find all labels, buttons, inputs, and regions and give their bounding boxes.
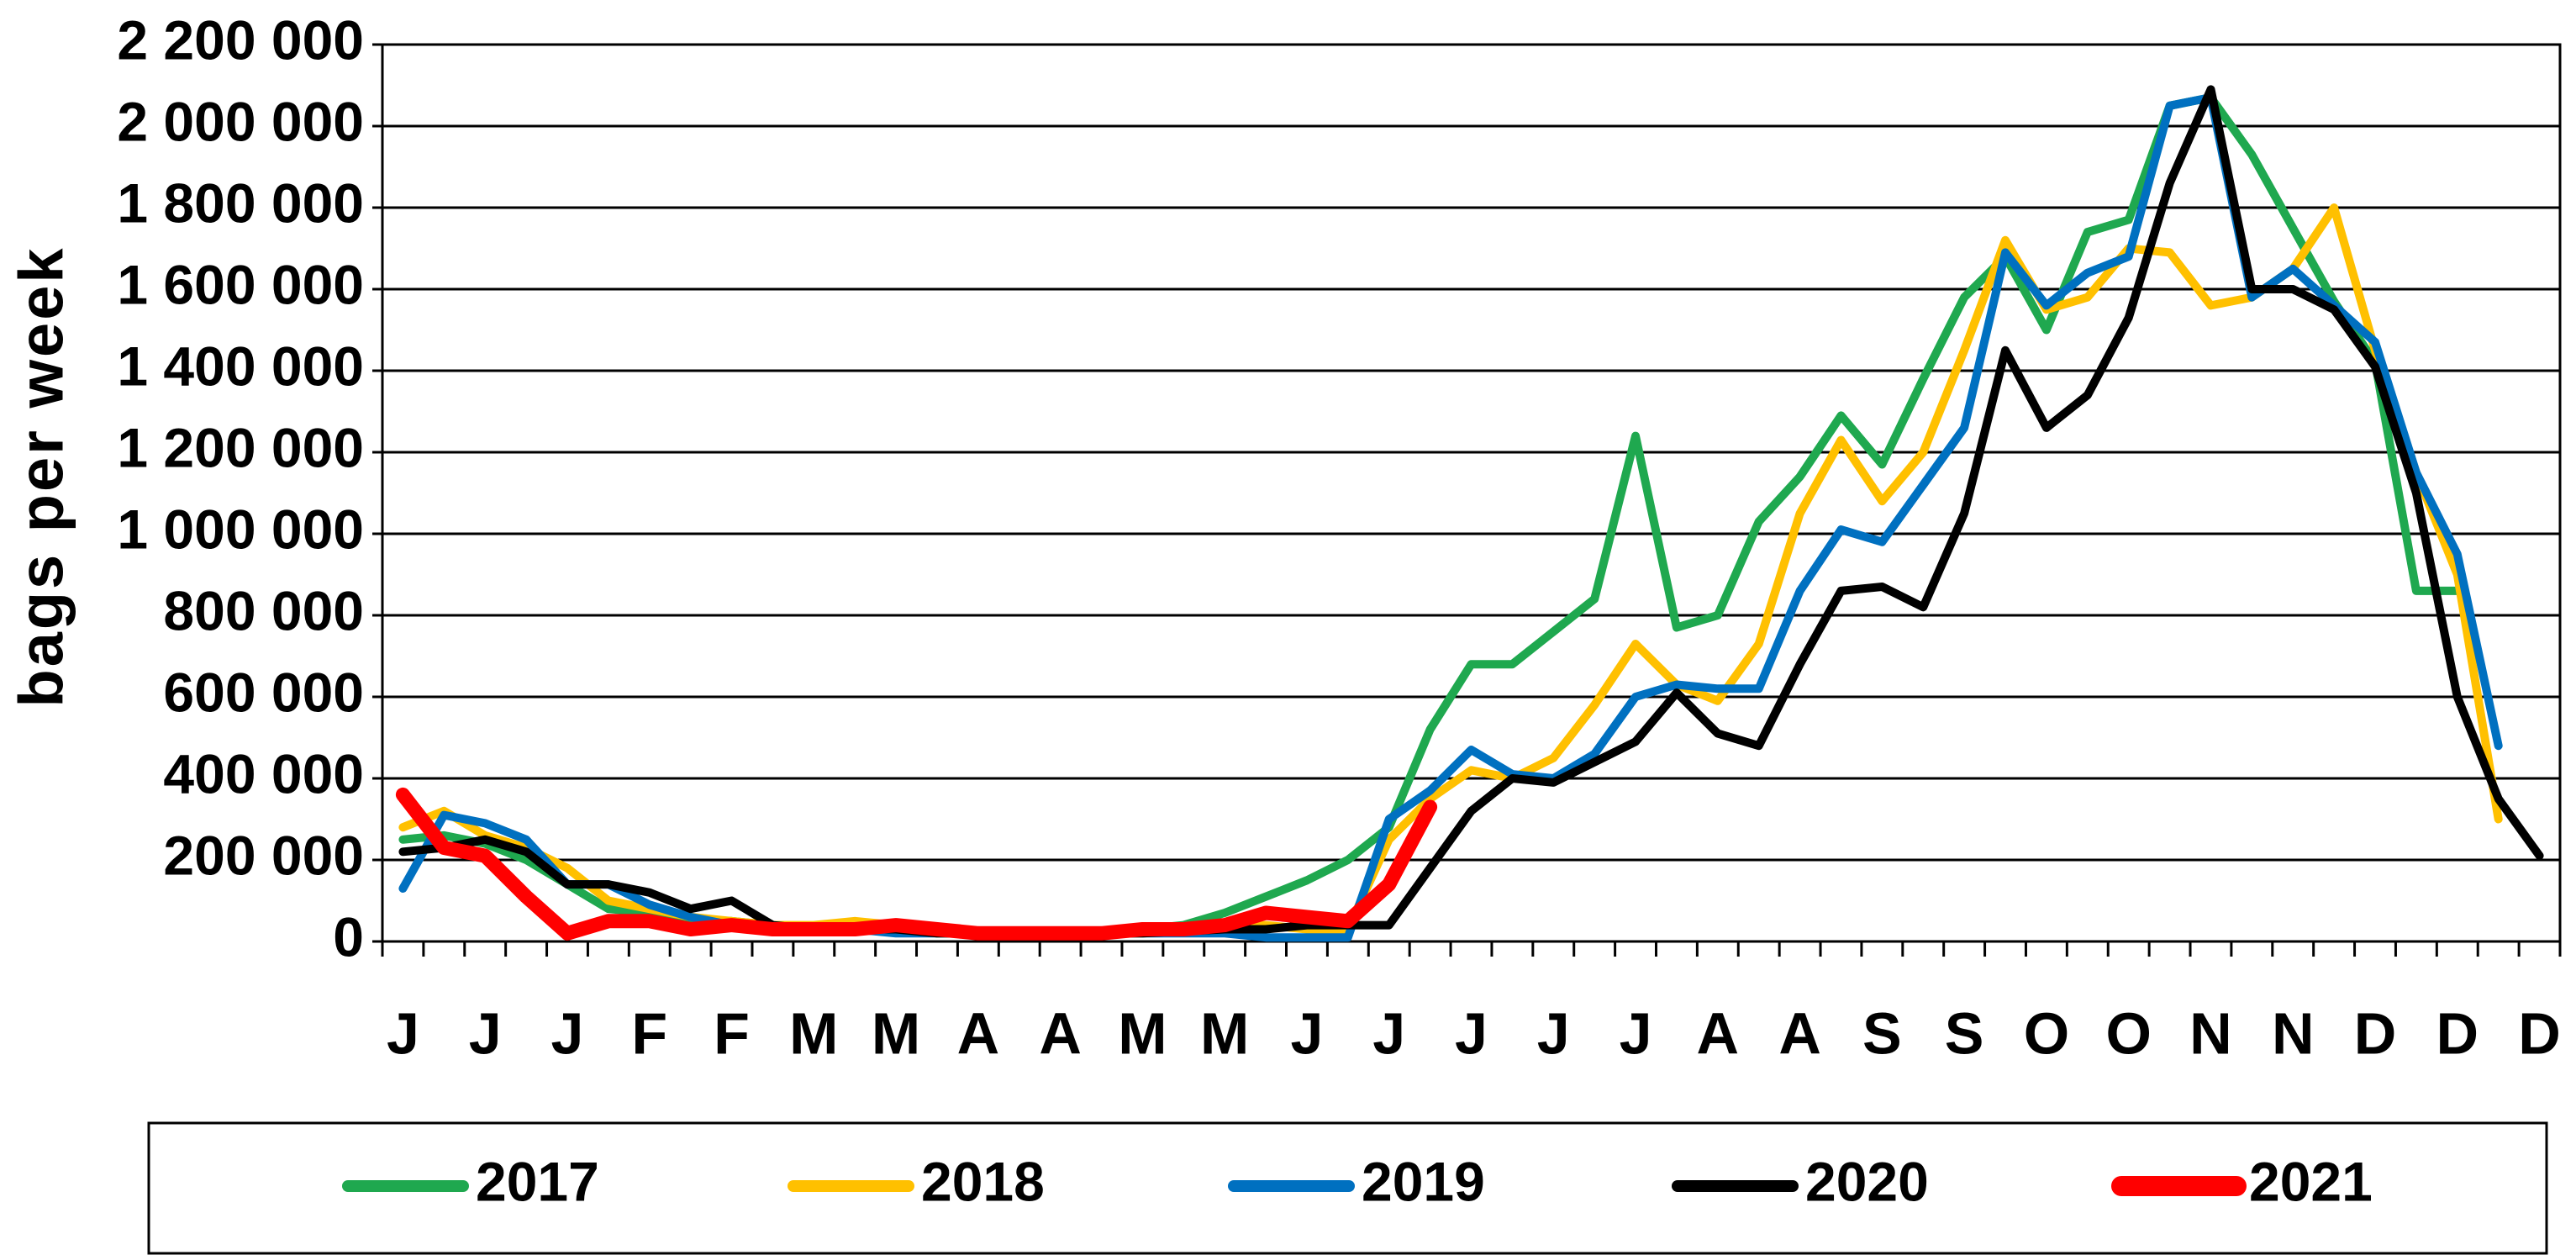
legend-box (147, 1121, 2548, 1255)
y-tick-label: 2 200 000 (117, 8, 364, 71)
y-tick-label: 600 000 (163, 661, 364, 723)
x-tick-label: N (2189, 1000, 2232, 1066)
x-tick-label: D (2354, 1000, 2397, 1066)
y-tick-label: 400 000 (163, 742, 364, 804)
legend-label: 2019 (1362, 1150, 1485, 1212)
x-tick-label: A (1039, 1000, 1082, 1066)
x-tick-label: N (2272, 1000, 2315, 1066)
y-tick-label: 1 800 000 (117, 171, 364, 234)
y-tick-label: 1 600 000 (117, 253, 364, 315)
x-tick-label: M (789, 1000, 838, 1066)
x-tick-label: O (2105, 1000, 2151, 1066)
x-tick-label: A (1778, 1000, 1821, 1066)
y-tick-label: 1 000 000 (117, 498, 364, 560)
x-tick-label: D (2436, 1000, 2479, 1066)
y-axis-label: bags per week (7, 245, 76, 707)
x-tick-label: J (1537, 1000, 1570, 1066)
x-tick-label: A (957, 1000, 1000, 1066)
y-tick-label: 200 000 (163, 824, 364, 886)
x-tick-label: O (2024, 1000, 2069, 1066)
legend-label: 2021 (2249, 1150, 2373, 1212)
x-tick-label: J (1455, 1000, 1488, 1066)
x-tick-label: F (714, 1000, 750, 1066)
x-tick-label: J (387, 1000, 419, 1066)
x-tick-label: J (551, 1000, 584, 1066)
legend-label: 2018 (921, 1150, 1045, 1212)
y-tick-label: 0 (333, 905, 364, 968)
x-tick-label: M (1118, 1000, 1167, 1066)
x-tick-label: J (1372, 1000, 1405, 1066)
x-tick-label: S (1862, 1000, 1902, 1066)
x-tick-label: S (1945, 1000, 1984, 1066)
line-series (398, 203, 2503, 938)
plot-frame (381, 43, 2562, 943)
x-tick-label: A (1697, 1000, 1740, 1066)
y-tick-label: 1 400 000 (117, 335, 364, 397)
line-series (398, 85, 2544, 938)
y-tick-label: 2 000 000 (117, 90, 364, 152)
legend-label: 2017 (476, 1150, 599, 1212)
x-tick-label: F (631, 1000, 667, 1066)
x-tick-label: J (1620, 1000, 1652, 1066)
x-tick-label: J (469, 1000, 502, 1066)
y-tick-label: 1 200 000 (117, 416, 364, 478)
x-tick-label: D (2518, 1000, 2561, 1066)
line-series (398, 93, 2503, 942)
legend-label: 2020 (1805, 1150, 1929, 1212)
x-tick-label: M (872, 1000, 920, 1066)
x-tick-label: M (1200, 1000, 1249, 1066)
x-tick-label: J (1290, 1000, 1323, 1066)
y-tick-label: 800 000 (163, 579, 364, 641)
line-series (395, 787, 1438, 941)
